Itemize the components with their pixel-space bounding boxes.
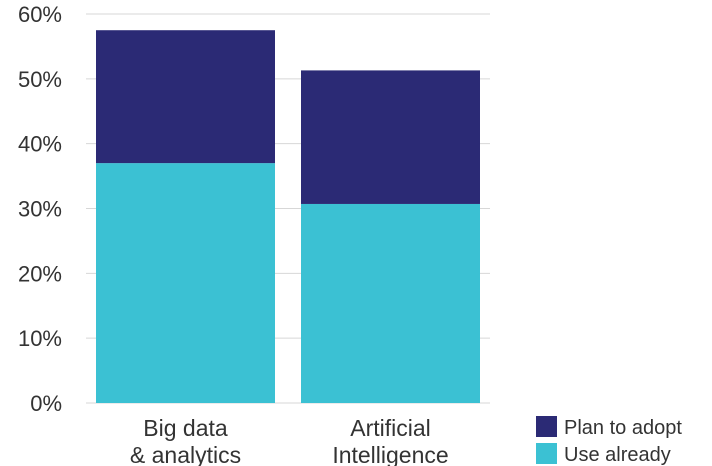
y-tick-label: 0% [30, 391, 62, 416]
x-category-label: Big data & analytics [130, 415, 241, 466]
bar-segment-plan-to-adopt [96, 30, 275, 164]
y-axis-tick-labels: 0% 10% 20% 30% 40% 50% 60% [18, 2, 62, 416]
legend: Plan to adopt Use already [536, 416, 682, 466]
bar-segment-plan-to-adopt [301, 70, 480, 204]
y-tick-label: 40% [18, 132, 62, 157]
legend-label: Plan to adopt [564, 417, 682, 439]
x-category-label: Artificial Intelligence [332, 415, 448, 466]
y-tick-label: 30% [18, 197, 62, 222]
legend-swatch [536, 443, 557, 464]
y-tick-label: 50% [18, 67, 62, 92]
y-tick-label: 60% [18, 2, 62, 27]
bar-segment-use-already [96, 163, 275, 403]
y-tick-label: 10% [18, 326, 62, 351]
legend-label: Use already [564, 444, 671, 466]
legend-swatch [536, 416, 557, 437]
x-axis-category-labels: Big data & analytics Artificial Intelligenc… [130, 415, 449, 466]
y-tick-label: 20% [18, 261, 62, 286]
bar-segment-use-already [301, 203, 480, 403]
bars [96, 30, 480, 403]
